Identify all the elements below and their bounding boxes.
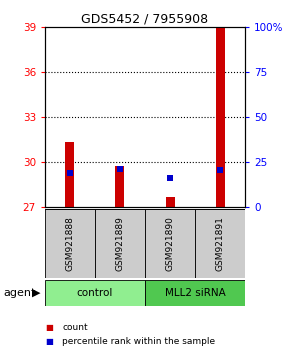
Text: ■: ■ [45, 337, 53, 346]
Text: GSM921891: GSM921891 [215, 216, 224, 271]
Text: ▶: ▶ [32, 288, 41, 298]
Bar [195, 209, 245, 278]
Text: GDS5452 / 7955908: GDS5452 / 7955908 [81, 12, 209, 25]
Text: count: count [62, 323, 88, 332]
Text: GSM921890: GSM921890 [166, 216, 175, 271]
Text: GSM921888: GSM921888 [66, 216, 75, 271]
Bar [145, 209, 195, 278]
Bar [166, 196, 175, 207]
Text: GSM921889: GSM921889 [115, 216, 124, 271]
Bar [95, 209, 145, 278]
Text: ■: ■ [45, 323, 53, 332]
Bar [145, 280, 245, 306]
Text: percentile rank within the sample: percentile rank within the sample [62, 337, 215, 346]
Text: control: control [77, 288, 113, 298]
Bar [66, 142, 75, 207]
Bar [115, 166, 124, 207]
Bar [215, 27, 224, 207]
Bar [45, 209, 95, 278]
Text: MLL2 siRNA: MLL2 siRNA [165, 288, 225, 298]
Text: agent: agent [3, 288, 35, 298]
Bar [45, 280, 145, 306]
